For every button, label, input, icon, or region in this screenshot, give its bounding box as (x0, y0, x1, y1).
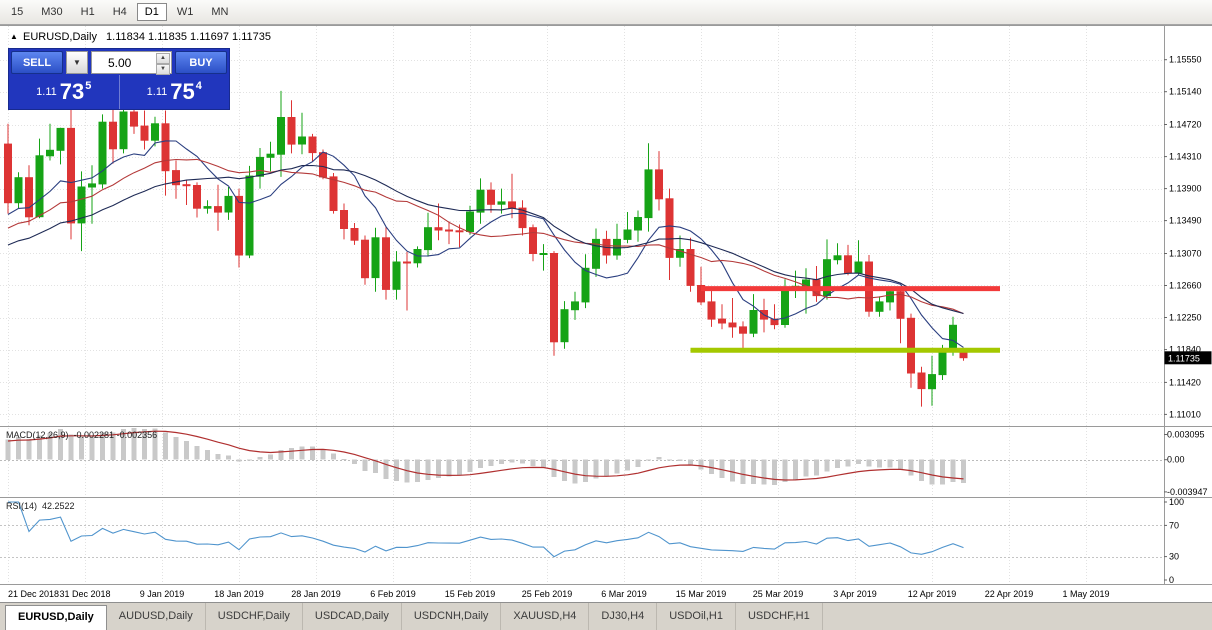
price-chart-canvas[interactable]: 1.15550 1.15140 1.14720 1.14310 1.13900 1.134… (0, 0, 1212, 602)
chart-tab-usdchf-h1[interactable]: USDCHF,H1 (736, 603, 823, 630)
buy-button[interactable]: BUY (175, 51, 227, 74)
rsi-level-lines (0, 525, 1164, 558)
timeframe-d1-button[interactable]: D1 (136, 3, 167, 21)
svg-text:1.11840: 1.11840 (1169, 345, 1201, 355)
chart-tab-usdcnh-daily[interactable]: USDCNH,Daily (402, 603, 502, 630)
chart-tab-usdcad-daily[interactable]: USDCAD,Daily (303, 603, 402, 630)
chart-tab-audusd-daily[interactable]: AUDUSD,Daily (107, 603, 206, 630)
chevron-down-icon: ▼ (73, 58, 81, 67)
svg-text:0.00: 0.00 (1167, 455, 1185, 465)
svg-text:22 Apr 2019: 22 Apr 2019 (985, 589, 1034, 599)
chart-tabs-bar: EURUSD,Daily AUDUSD,Daily USDCHF,Daily U… (0, 602, 1212, 630)
svg-text:1.15550: 1.15550 (1169, 55, 1202, 65)
svg-text:12 Apr 2019: 12 Apr 2019 (908, 589, 957, 599)
svg-text:0: 0 (1169, 575, 1174, 585)
moving-average-line (7, 140, 964, 348)
spinner-down-icon[interactable]: ▼ (156, 64, 170, 75)
timeframe-mn-button[interactable]: MN (211, 6, 229, 18)
svg-text:70: 70 (1169, 520, 1179, 530)
timeframe-h4-button[interactable]: H4 (112, 6, 127, 18)
chart-tab-eurusd-daily[interactable]: EURUSD,Daily (5, 605, 107, 630)
volume-spinner[interactable]: ▲ ▼ (156, 53, 170, 75)
sell-price-pip: 5 (85, 80, 92, 92)
svg-text:6 Feb 2019: 6 Feb 2019 (370, 589, 416, 599)
chart-tab-usdoil-h1[interactable]: USDOil,H1 (657, 603, 736, 630)
svg-text:1.11735: 1.11735 (1168, 353, 1200, 363)
chart-tab-xauusd-h4[interactable]: XAUUSD,H4 (501, 603, 590, 630)
svg-text:28 Jan 2019: 28 Jan 2019 (291, 589, 341, 599)
chart-tab-dj30-h4[interactable]: DJ30,H4 (589, 603, 658, 630)
svg-text:15 Mar 2019: 15 Mar 2019 (676, 589, 727, 599)
svg-text:21 Dec 2018: 21 Dec 2018 (8, 589, 59, 599)
volume-input[interactable]: 5.00 ▲ ▼ (91, 51, 172, 75)
svg-text:1.12250: 1.12250 (1169, 313, 1202, 323)
buy-price[interactable]: 1.11 75 4 (120, 75, 230, 109)
price-axis[interactable]: 1.15550 1.15140 1.14720 1.14310 1.13900 1.134… (1164, 55, 1208, 585)
svg-text:1 May 2019: 1 May 2019 (1062, 589, 1109, 599)
sell-button[interactable]: SELL (11, 51, 63, 74)
rsi-name: RSI(14) (6, 501, 38, 511)
svg-text:1.11010: 1.11010 (1169, 409, 1201, 419)
volume-dropdown-button[interactable]: ▼ (66, 51, 88, 74)
symbol-name: EURUSD,Daily (22, 31, 97, 43)
sell-price[interactable]: 1.11 73 5 (9, 75, 120, 109)
timeframe-h1-button[interactable]: H1 (80, 6, 95, 18)
svg-text:1.14310: 1.14310 (1169, 152, 1202, 162)
macd-indicator-label: MACD(12,26,9) -0.002281 -0.002356 (6, 430, 162, 440)
svg-text:31 Dec 2018: 31 Dec 2018 (59, 589, 110, 599)
svg-text:0.003095: 0.003095 (1167, 430, 1205, 440)
sell-price-prefix: 1.11 (36, 86, 57, 98)
moving-average-line (7, 164, 964, 315)
chart-tab-usdchf-daily[interactable]: USDCHF,Daily (206, 603, 303, 630)
svg-text:25 Mar 2019: 25 Mar 2019 (753, 589, 804, 599)
svg-text:3 Apr 2019: 3 Apr 2019 (833, 589, 877, 599)
one-click-trade-panel: SELL ▼ 5.00 ▲ ▼ BUY 1.11 73 5 1.11 75 4 (8, 48, 230, 110)
timeframe-toolbar: 15 M30 H1 H4 D1 W1 MN (0, 0, 1212, 25)
buy-price-pip: 4 (195, 80, 202, 92)
symbol-marker-icon: ▲ (10, 32, 18, 41)
volume-value: 5.00 (108, 55, 132, 70)
rsi-indicator-label: RSI(14) 42.2522 (6, 501, 80, 511)
svg-text:1.15140: 1.15140 (1169, 87, 1202, 97)
timeframe-m30-button[interactable]: M30 (41, 6, 63, 18)
svg-text:9 Jan 2019: 9 Jan 2019 (140, 589, 185, 599)
buy-price-prefix: 1.11 (146, 86, 168, 98)
current-price-tag: 1.11735 (1164, 351, 1212, 365)
macd-histogram (5, 428, 966, 485)
svg-text:6 Mar 2019: 6 Mar 2019 (601, 589, 647, 599)
trade-controls-row: SELL ▼ 5.00 ▲ ▼ BUY (9, 49, 229, 75)
svg-text:-0.003947: -0.003947 (1167, 487, 1208, 497)
spinner-up-icon[interactable]: ▲ (156, 53, 170, 64)
trade-prices-row: 1.11 73 5 1.11 75 4 (9, 75, 229, 109)
timeframe-w1-button[interactable]: W1 (176, 6, 194, 18)
buy-price-big: 75 (170, 79, 195, 104)
svg-text:18 Jan 2019: 18 Jan 2019 (214, 589, 264, 599)
time-axis[interactable]: 21 Dec 2018 31 Dec 2018 9 Jan 2019 18 Jan 2… (8, 589, 1110, 599)
svg-text:1.13900: 1.13900 (1169, 184, 1202, 194)
svg-text:1.13070: 1.13070 (1169, 249, 1202, 259)
pane-borders (0, 25, 1212, 585)
timeframe-m15-button[interactable]: 15 (11, 6, 24, 18)
svg-text:1.13490: 1.13490 (1169, 216, 1202, 226)
svg-text:1.14720: 1.14720 (1169, 120, 1202, 130)
symbol-ohlc-header: ▲ EURUSD,Daily 1.11834 1.11835 1.11697 1… (10, 31, 271, 43)
svg-text:1.12660: 1.12660 (1169, 281, 1202, 291)
macd-values: -0.002281 -0.002356 (73, 430, 158, 440)
ohlc-values: 1.11834 1.11835 1.11697 1.11735 (106, 31, 271, 43)
svg-text:100: 100 (1169, 497, 1184, 507)
svg-text:30: 30 (1169, 552, 1179, 562)
moving-average-line (7, 158, 964, 315)
svg-text:15 Feb 2019: 15 Feb 2019 (445, 589, 496, 599)
rsi-line (8, 501, 964, 558)
rsi-value: 42.2522 (42, 501, 75, 511)
macd-signal-line (7, 430, 964, 481)
svg-text:25 Feb 2019: 25 Feb 2019 (522, 589, 573, 599)
sell-price-big: 73 (59, 79, 85, 104)
svg-text:1.11420: 1.11420 (1169, 377, 1201, 387)
macd-name: MACD(12,26,9) (6, 430, 69, 440)
